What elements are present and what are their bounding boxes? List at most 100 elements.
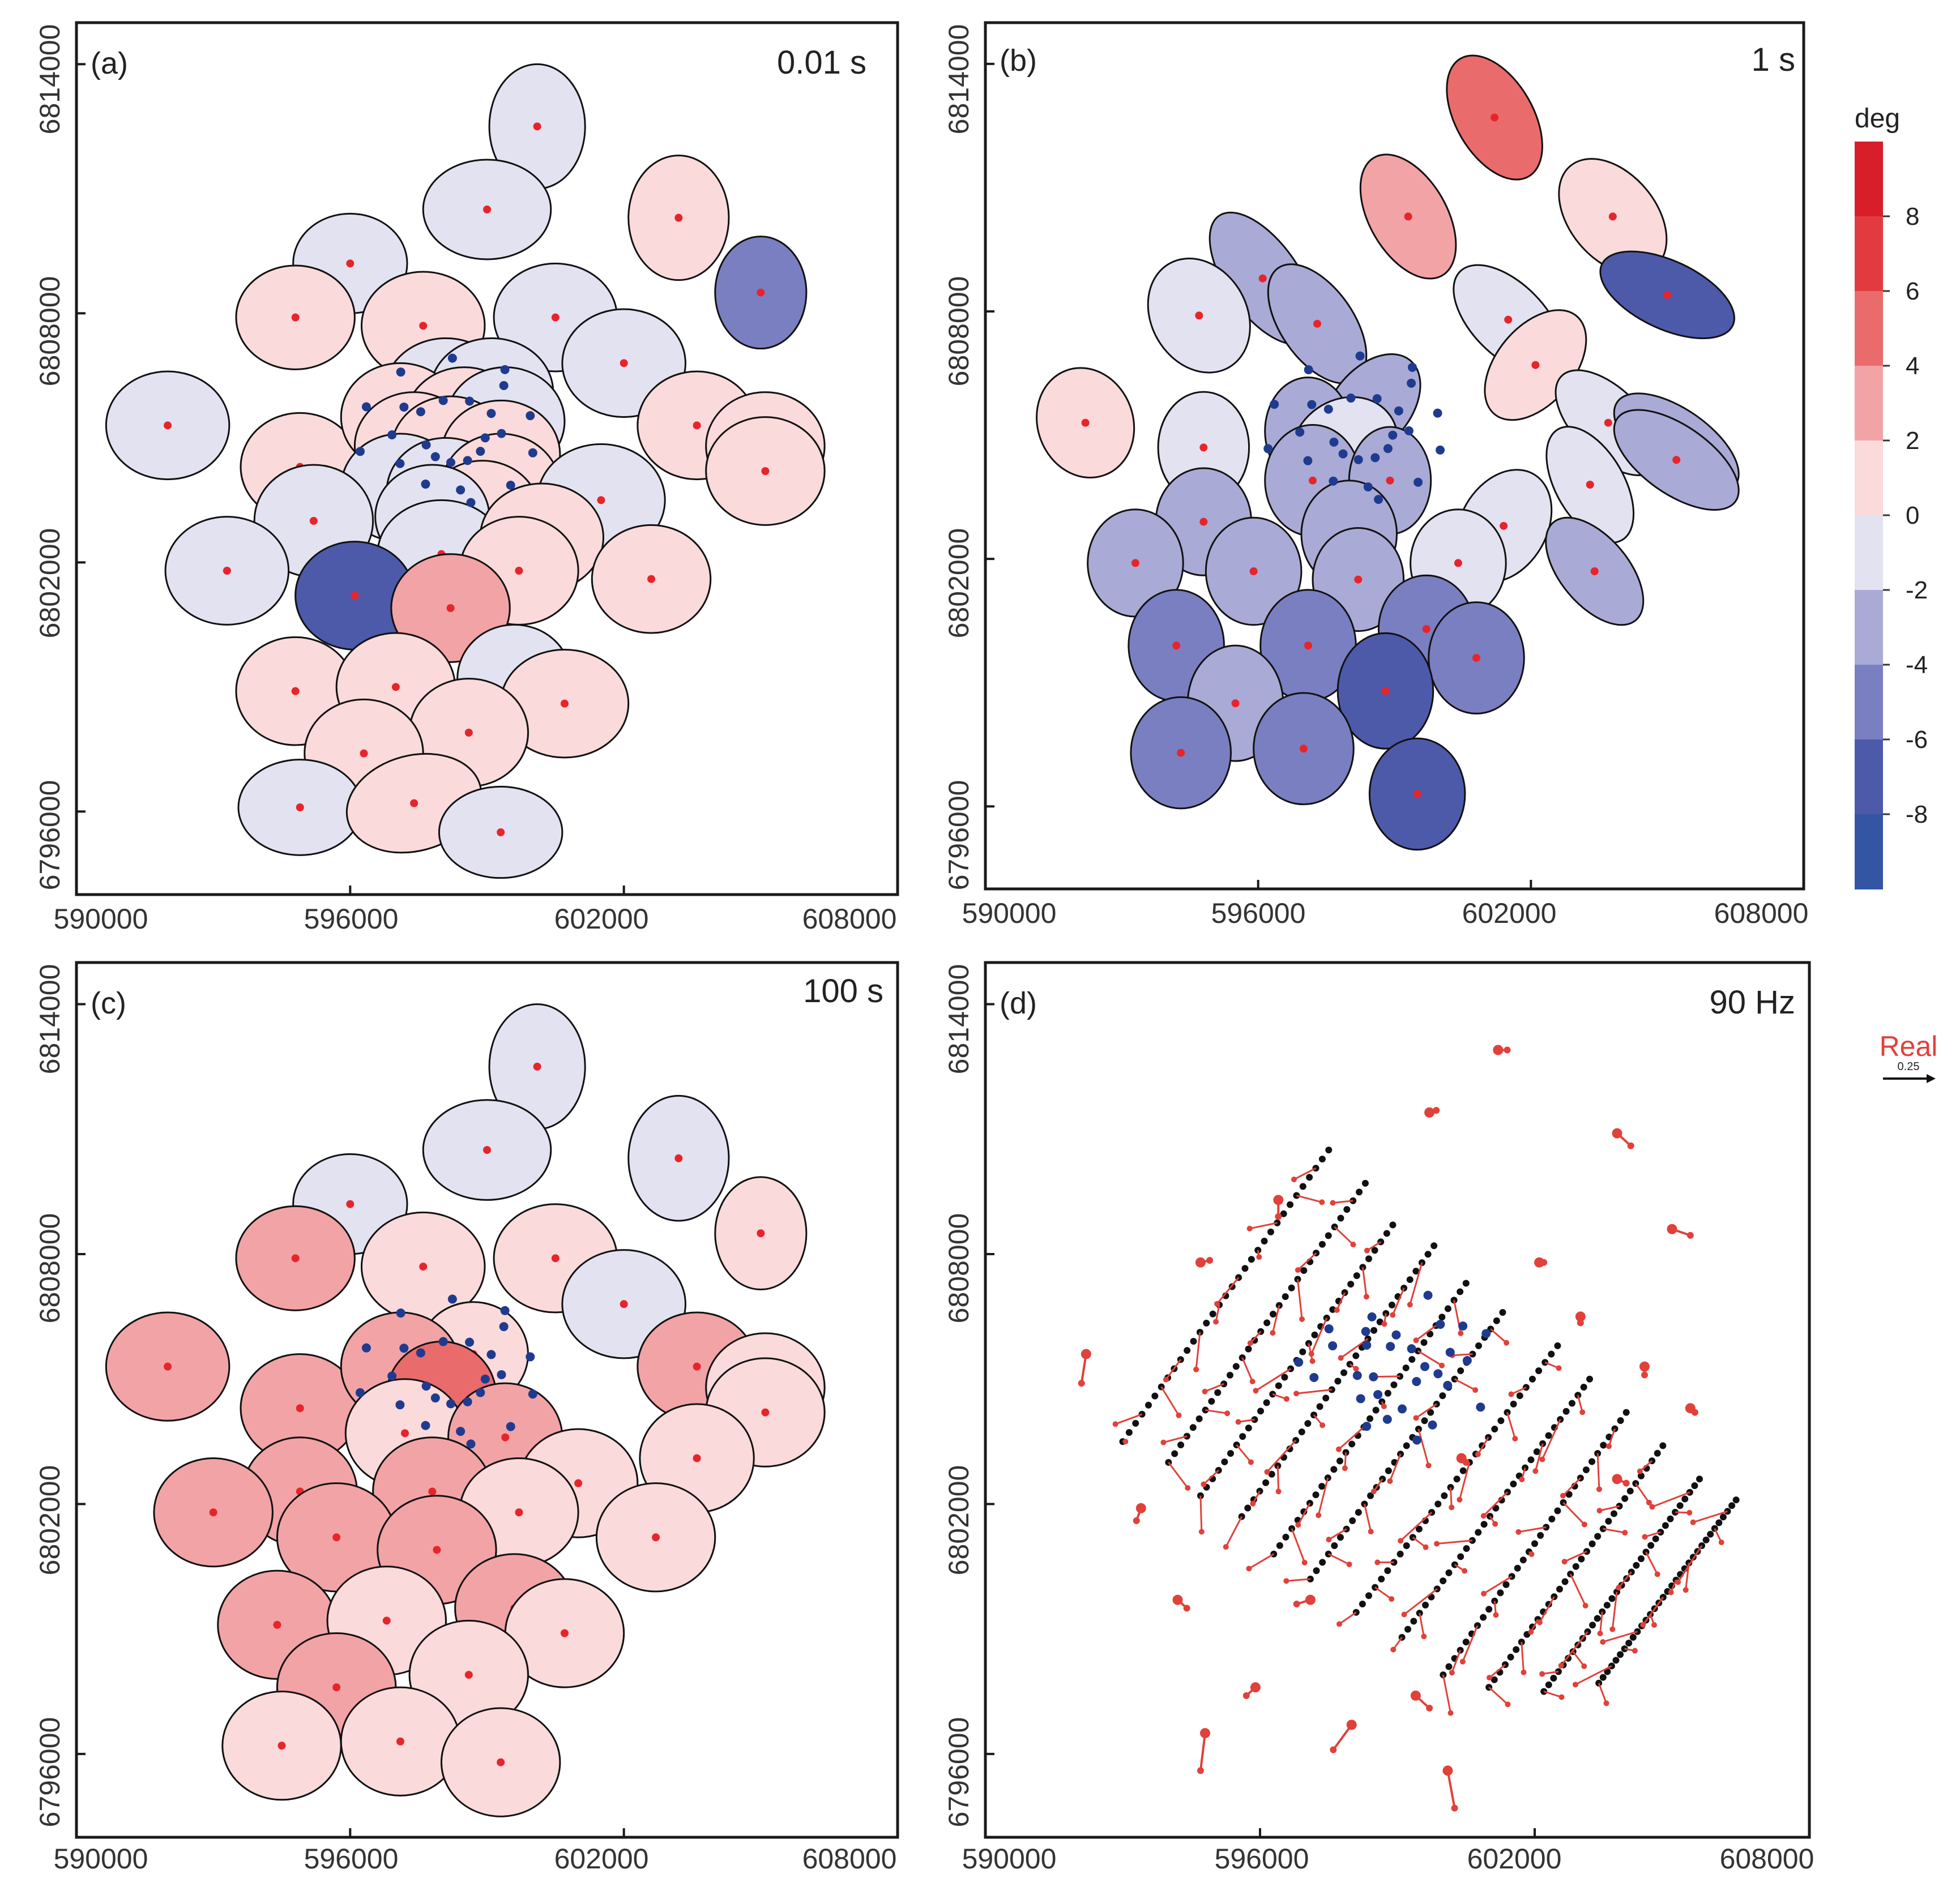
induction-arrowhead (1213, 1319, 1219, 1325)
survey-site-dot (506, 481, 515, 490)
station-dot (296, 803, 304, 811)
induction-arrow (1539, 1596, 1555, 1623)
profile-station (1267, 1228, 1274, 1235)
profile-station (1510, 1481, 1517, 1488)
induction-arrow (1296, 1195, 1322, 1203)
induction-arrow (1215, 1304, 1220, 1322)
induction-arrow (1271, 1305, 1280, 1333)
survey-site-dot (399, 402, 409, 412)
induction-arrow (1163, 1435, 1188, 1444)
induction-arrowhead (1198, 1529, 1205, 1535)
survey-site-dot (480, 1374, 490, 1384)
induction-station (1135, 1503, 1146, 1513)
induction-arrow (1611, 1592, 1618, 1629)
survey-site-dot (355, 1388, 365, 1397)
induction-arrowhead (1308, 1351, 1314, 1357)
induction-arrow (1203, 1469, 1219, 1485)
survey-site-dot (528, 448, 537, 457)
profile-station (1491, 1426, 1498, 1432)
profile-station (1480, 1614, 1487, 1621)
profile-station (1132, 1419, 1139, 1427)
induction-arrowhead (1449, 1670, 1455, 1676)
profile-station (1245, 1425, 1252, 1432)
induction-arrowhead (1654, 1571, 1660, 1577)
station-dot (1672, 456, 1681, 464)
induction-arrowhead (1433, 1107, 1440, 1114)
induction-arrow (1266, 1439, 1297, 1473)
survey-site-dot (526, 411, 535, 421)
induction-arrowhead (1350, 1242, 1356, 1248)
induction-arrow (1677, 1545, 1703, 1583)
induction-arrowhead (1301, 1559, 1308, 1566)
induction-arrow (1564, 1550, 1587, 1563)
induction-arrow (1160, 1386, 1180, 1416)
induction-arrow (1241, 1357, 1254, 1382)
induction-arrowhead (1336, 1621, 1342, 1627)
induction-arrow (1442, 1674, 1451, 1713)
station-dot (497, 1758, 505, 1766)
station-dot (1354, 575, 1363, 584)
profile-station (1424, 1251, 1432, 1258)
induction-arrowhead (1683, 1587, 1689, 1593)
profile-station (1637, 1472, 1645, 1479)
survey-site-dot (1338, 449, 1348, 459)
induction-arrowhead (1675, 1579, 1681, 1585)
survey-site-dot (466, 498, 476, 507)
panel-d-x-ticks: 590000 596000 602000 608000 (962, 1843, 1814, 1875)
induction-arrowhead (1508, 1391, 1514, 1397)
profile-station (1696, 1475, 1703, 1483)
induction-arrowhead (1291, 1177, 1297, 1183)
profile-station (1438, 1314, 1446, 1321)
profile-station (1313, 1567, 1320, 1575)
profile-station (1125, 1428, 1133, 1436)
induction-arrowhead (1330, 1746, 1337, 1753)
station-dot (419, 322, 428, 330)
induction-arrow (1168, 1461, 1189, 1489)
profile-station (1531, 1540, 1538, 1547)
profile-station (1550, 1675, 1557, 1682)
profile-station (1251, 1337, 1258, 1344)
profile-station (1383, 1230, 1390, 1237)
station-dot (351, 592, 359, 600)
survey-site-dot (1270, 400, 1279, 409)
profile-station (1453, 1475, 1461, 1483)
station-dot (597, 496, 605, 504)
station-dot (164, 1362, 172, 1371)
induction-arrowhead (1492, 1521, 1498, 1527)
legend-arrowhead (1927, 1074, 1936, 1083)
profile-station (1214, 1389, 1222, 1396)
profile-station (1415, 1525, 1423, 1533)
induction-arrowhead (1293, 1601, 1300, 1607)
station-dot (277, 1742, 286, 1750)
station-dot (396, 1737, 404, 1746)
induction-arrowhead (1299, 1316, 1305, 1322)
profile-station (1257, 1408, 1265, 1415)
survey-site-dot (1329, 437, 1339, 447)
induction-arrow (1291, 1528, 1306, 1563)
induction-arrowhead (1649, 1504, 1655, 1510)
profile-station (1311, 1331, 1318, 1338)
induction-arrow (1506, 1412, 1516, 1439)
station-dot (446, 604, 455, 612)
profile-station (1732, 1496, 1740, 1504)
induction-arrow (1205, 1383, 1224, 1393)
profile-station (1582, 1466, 1590, 1473)
y-tick-label: 6814000 (34, 964, 66, 1075)
survey-site-dot (463, 456, 472, 465)
survey-site-dot (1309, 1372, 1319, 1382)
profile-station (1625, 1639, 1633, 1646)
induction-arrow (1248, 1553, 1275, 1569)
profile-station (1390, 1381, 1398, 1388)
induction-station (1410, 1690, 1421, 1701)
induction-arrowhead (1309, 1358, 1316, 1365)
induction-arrowhead (1642, 1534, 1648, 1540)
panel-d-note: 90 Hz (1709, 984, 1795, 1021)
panel-d-marks (984, 1003, 1810, 1837)
survey-site-dot (1369, 1372, 1378, 1381)
survey-site-dot (500, 365, 510, 374)
panel-c: (c) 100 s 590000 596000 602000 608000 67… (34, 961, 899, 1875)
induction-arrowhead (1374, 1559, 1381, 1566)
induction-arrow (1310, 1318, 1328, 1354)
station-dot (1491, 113, 1499, 122)
induction-arrowhead (1185, 1485, 1191, 1491)
